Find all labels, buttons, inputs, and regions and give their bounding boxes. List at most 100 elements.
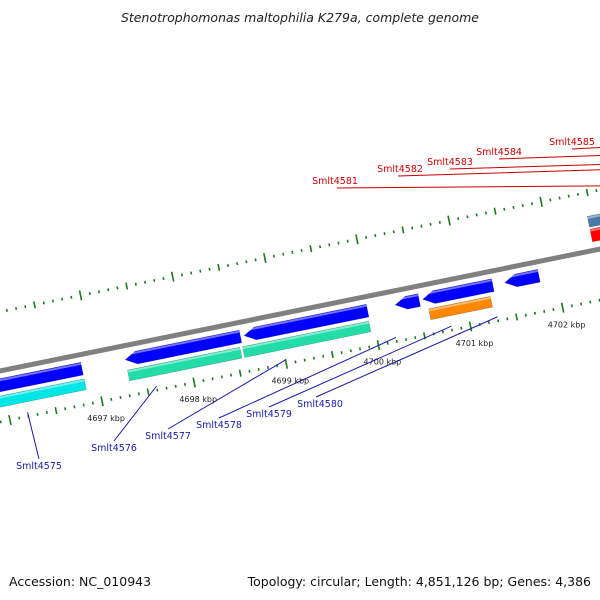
- forward-gene-label[interactable]: Smlt4582: [377, 164, 423, 175]
- scale-tick: [457, 217, 460, 221]
- scale-tick: [543, 309, 546, 313]
- kbp-label: 4698 kbp: [179, 395, 217, 404]
- feature-highlight: [242, 321, 370, 350]
- scale-tick: [125, 282, 129, 290]
- scale-tick: [438, 220, 441, 224]
- feature-highlight: [0, 362, 82, 382]
- scale-tick: [558, 196, 561, 200]
- genome-summary-text: Topology: circular; Length: 4,851,126 bp…: [247, 574, 591, 589]
- reverse-gene-feature[interactable]: [0, 378, 87, 410]
- reverse-cds-feature[interactable]: [422, 278, 495, 304]
- scale-tick: [589, 300, 592, 304]
- genome-backbone: [0, 246, 600, 374]
- reverse-cds-feature[interactable]: [243, 303, 370, 341]
- forward-gene-feature[interactable]: [586, 174, 600, 228]
- reverse-cds-feature[interactable]: [394, 293, 421, 310]
- scale-tick: [365, 235, 368, 239]
- scale-tick: [91, 401, 94, 405]
- scale-tick: [567, 194, 570, 198]
- scale-tick: [386, 341, 389, 345]
- scale-tick: [451, 328, 454, 332]
- reverse-gene-label[interactable]: Smlt4579: [246, 409, 292, 420]
- reverse-gene-label[interactable]: Smlt4576: [91, 443, 137, 454]
- forward-gene-label[interactable]: Smlt4585: [549, 137, 595, 148]
- feature-highlight: [587, 214, 600, 219]
- scale-tick: [570, 304, 573, 308]
- scale-tick: [319, 245, 322, 249]
- scale-tick: [192, 377, 196, 388]
- scale-tick: [107, 288, 110, 292]
- scale-tick: [119, 396, 122, 400]
- scale-tick: [217, 263, 221, 271]
- reverse-gene-feature[interactable]: [428, 296, 493, 321]
- scale-tick: [266, 366, 269, 370]
- scale-tick: [294, 360, 297, 364]
- reverse-cds-feature[interactable]: [0, 361, 84, 393]
- forward-label-leader: [397, 169, 600, 177]
- scale-tick: [309, 245, 313, 253]
- scale-tick: [245, 260, 248, 264]
- scale-tick: [475, 213, 478, 217]
- scale-tick: [503, 207, 506, 211]
- scale-tick: [312, 356, 316, 360]
- scale-tick: [128, 394, 131, 398]
- scale-tick: [42, 301, 45, 305]
- scale-tick: [78, 290, 83, 301]
- scale-tick: [414, 336, 417, 340]
- scale-tick: [512, 205, 515, 209]
- scale-tick: [515, 313, 519, 321]
- feature-highlight: [421, 279, 493, 296]
- scale-tick: [322, 354, 325, 358]
- scale-tick: [468, 321, 473, 332]
- scale-tick: [180, 273, 183, 277]
- scale-tick: [272, 254, 276, 258]
- scale-tick: [170, 271, 175, 282]
- scale-tick: [183, 382, 187, 386]
- reverse-cds-feature[interactable]: [504, 269, 541, 288]
- scale-tick: [229, 373, 233, 377]
- reverse-gene-feature[interactable]: [242, 320, 372, 358]
- forward-cds-feature[interactable]: [589, 188, 600, 243]
- reverse-gene-label[interactable]: Smlt4580: [297, 399, 343, 410]
- scale-tick: [420, 224, 423, 228]
- scale-tick: [211, 377, 214, 381]
- reverse-gene-label[interactable]: Smlt4575: [16, 461, 62, 472]
- reverse-gene-feature[interactable]: [127, 346, 243, 382]
- feature-highlight: [124, 330, 240, 356]
- scale-tick: [8, 414, 12, 426]
- scale-tick: [466, 215, 469, 219]
- scale-tick: [497, 319, 500, 323]
- reverse-label-leader: [218, 336, 397, 419]
- forward-label-leader: [449, 164, 600, 170]
- reverse-gene-label[interactable]: Smlt4577: [145, 431, 191, 442]
- forward-gene-label[interactable]: Smlt4583: [427, 157, 473, 168]
- scale-tick: [257, 367, 260, 371]
- forward-gene-label[interactable]: Smlt4581: [312, 176, 358, 187]
- feature-highlight: [0, 379, 85, 399]
- scale-tick: [174, 384, 177, 388]
- scale-tick: [580, 302, 583, 306]
- scale-tick: [190, 271, 193, 275]
- scale-tick: [291, 250, 294, 254]
- reverse-cds-feature[interactable]: [124, 329, 243, 365]
- scale-tick: [595, 189, 598, 193]
- scale-tick: [282, 252, 285, 256]
- scale-tick: [539, 196, 543, 207]
- forward-gene-label[interactable]: Smlt4584: [476, 147, 522, 158]
- scale-tick: [349, 349, 352, 353]
- scale-tick: [162, 277, 165, 281]
- scale-tick: [330, 350, 334, 359]
- kbp-label: 4700 kbp: [364, 358, 402, 367]
- feature-highlight: [394, 294, 419, 302]
- scale-tick: [263, 252, 267, 264]
- scale-tick: [392, 230, 395, 234]
- scale-tick: [220, 375, 223, 379]
- reverse-gene-label[interactable]: Smlt4578: [196, 420, 242, 431]
- scale-tick: [493, 207, 497, 215]
- scale-tick: [202, 379, 205, 383]
- scale-tick: [284, 358, 289, 369]
- scale-tick: [374, 234, 377, 238]
- scale-tick: [576, 192, 580, 196]
- scale-tick: [441, 330, 444, 334]
